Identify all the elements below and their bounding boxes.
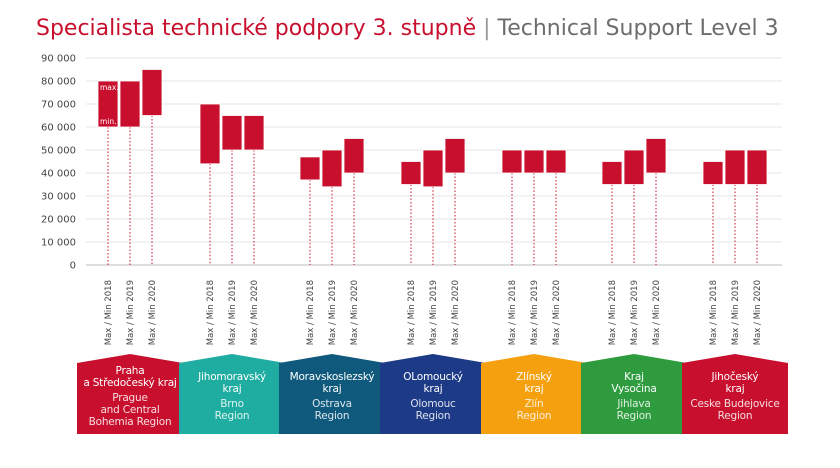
- x-tick-label: Max / Min 2020: [652, 280, 662, 345]
- page-title: Specialista technické podpory 3. stupně …: [36, 16, 779, 41]
- y-tick-label: 70 000: [41, 100, 76, 111]
- range-bar: [623, 149, 645, 185]
- range-bar: [702, 161, 724, 185]
- range-bar: [97, 80, 119, 128]
- x-tick-label: Max / Min 2018: [709, 280, 719, 345]
- region-label: Praha a Středočeský kraj Prague and Centr…: [77, 354, 183, 434]
- y-tick-label: 60 000: [41, 123, 76, 134]
- region-name-english: Prague and Central Bohemia Region: [88, 391, 172, 428]
- range-bar: [545, 149, 567, 174]
- x-tick-label: Max / Min 2018: [104, 280, 114, 345]
- region-name-english: Jihlava Region: [616, 397, 652, 422]
- range-bar: [422, 149, 444, 188]
- title-czech: Specialista technické podpory 3. stupně: [36, 16, 477, 41]
- title-english: Technical Support Level 3: [497, 16, 779, 41]
- region-name: OLomoucký kraj: [403, 370, 463, 395]
- range-bar: [746, 149, 768, 185]
- range-bar: [221, 115, 243, 151]
- region-name-english: Zlín Region: [516, 397, 552, 422]
- x-tick-label: Max / Min 2020: [350, 280, 360, 345]
- range-bar: [601, 161, 623, 185]
- range-bar: [645, 138, 667, 174]
- region-name-english: Ostrava Region: [312, 397, 352, 422]
- x-tick-label: Max / Min 2018: [608, 280, 618, 345]
- x-tick-label: Max / Min 2018: [407, 280, 417, 345]
- region-label: Moravskoslezský kraj Ostrava Region: [279, 354, 385, 434]
- region-label: OLomoucký kraj Olomouc Region: [380, 354, 486, 434]
- range-bar: [400, 161, 422, 185]
- region-label: Zlínský kraj Zlín Region: [481, 354, 587, 434]
- y-tick-label: 20 000: [41, 215, 76, 226]
- x-tick-label: Max / Min 2020: [552, 280, 562, 345]
- range-bar: [444, 138, 466, 174]
- min-marker-label: min.: [100, 117, 117, 126]
- range-bar: [523, 149, 545, 174]
- region-name: Jihomoravský kraj: [198, 370, 266, 395]
- max-marker-label: max.: [100, 83, 119, 92]
- x-tick-label: Max / Min 2019: [126, 280, 136, 345]
- region-name-english: Olomouc Region: [410, 397, 456, 422]
- y-tick-label: 10 000: [41, 238, 76, 249]
- y-tick-label: 40 000: [41, 169, 76, 180]
- range-bar: [321, 149, 343, 188]
- range-bar: [343, 138, 365, 174]
- region-name-english: Brno Region: [214, 397, 250, 422]
- x-tick-label: Max / Min 2018: [508, 280, 518, 345]
- region-name: Kraj Vysočina: [611, 370, 657, 395]
- y-tick-label: 30 000: [41, 192, 76, 203]
- range-bar: [243, 115, 265, 151]
- x-tick-label: Max / Min 2018: [306, 280, 316, 345]
- region-name: Moravskoslezský kraj: [289, 370, 375, 395]
- y-tick-label: 50 000: [41, 146, 76, 157]
- y-tick-label: 80 000: [41, 77, 76, 88]
- region-label: Kraj Vysočina Jihlava Region: [581, 354, 687, 434]
- x-tick-label: Max / Min 2019: [228, 280, 238, 345]
- region-name: Praha a Středočeský kraj: [83, 364, 177, 389]
- region-label: Jihočeský kraj Ceske Budejovice Region: [682, 354, 788, 434]
- x-tick-label: Max / Min 2018: [206, 280, 216, 345]
- title-separator: |: [483, 16, 491, 41]
- region-name: Jihočeský kraj: [711, 370, 759, 395]
- y-tick-label: 90 000: [41, 54, 76, 65]
- range-bar: [141, 69, 163, 116]
- x-tick-label: Max / Min 2020: [148, 280, 158, 345]
- range-bar: [199, 103, 221, 165]
- x-tick-label: Max / Min 2019: [731, 280, 741, 345]
- x-tick-label: Max / Min 2019: [429, 280, 439, 345]
- x-tick-label: Max / Min 2020: [451, 280, 461, 345]
- range-bar: [119, 80, 141, 128]
- x-tick-label: Max / Min 2019: [328, 280, 338, 345]
- region-name-english: Ceske Budejovice Region: [690, 397, 780, 422]
- x-tick-label: Max / Min 2020: [250, 280, 260, 345]
- region-name: Zlínský kraj: [516, 370, 552, 395]
- range-bar: [501, 149, 523, 174]
- region-label: Jihomoravský kraj Brno Region: [179, 354, 285, 434]
- x-tick-label: Max / Min 2019: [630, 280, 640, 345]
- x-tick-label: Max / Min 2020: [753, 280, 763, 345]
- range-bar: [299, 156, 321, 181]
- range-bar: [724, 149, 746, 185]
- y-tick-label: 0: [70, 261, 76, 272]
- x-tick-label: Max / Min 2019: [530, 280, 540, 345]
